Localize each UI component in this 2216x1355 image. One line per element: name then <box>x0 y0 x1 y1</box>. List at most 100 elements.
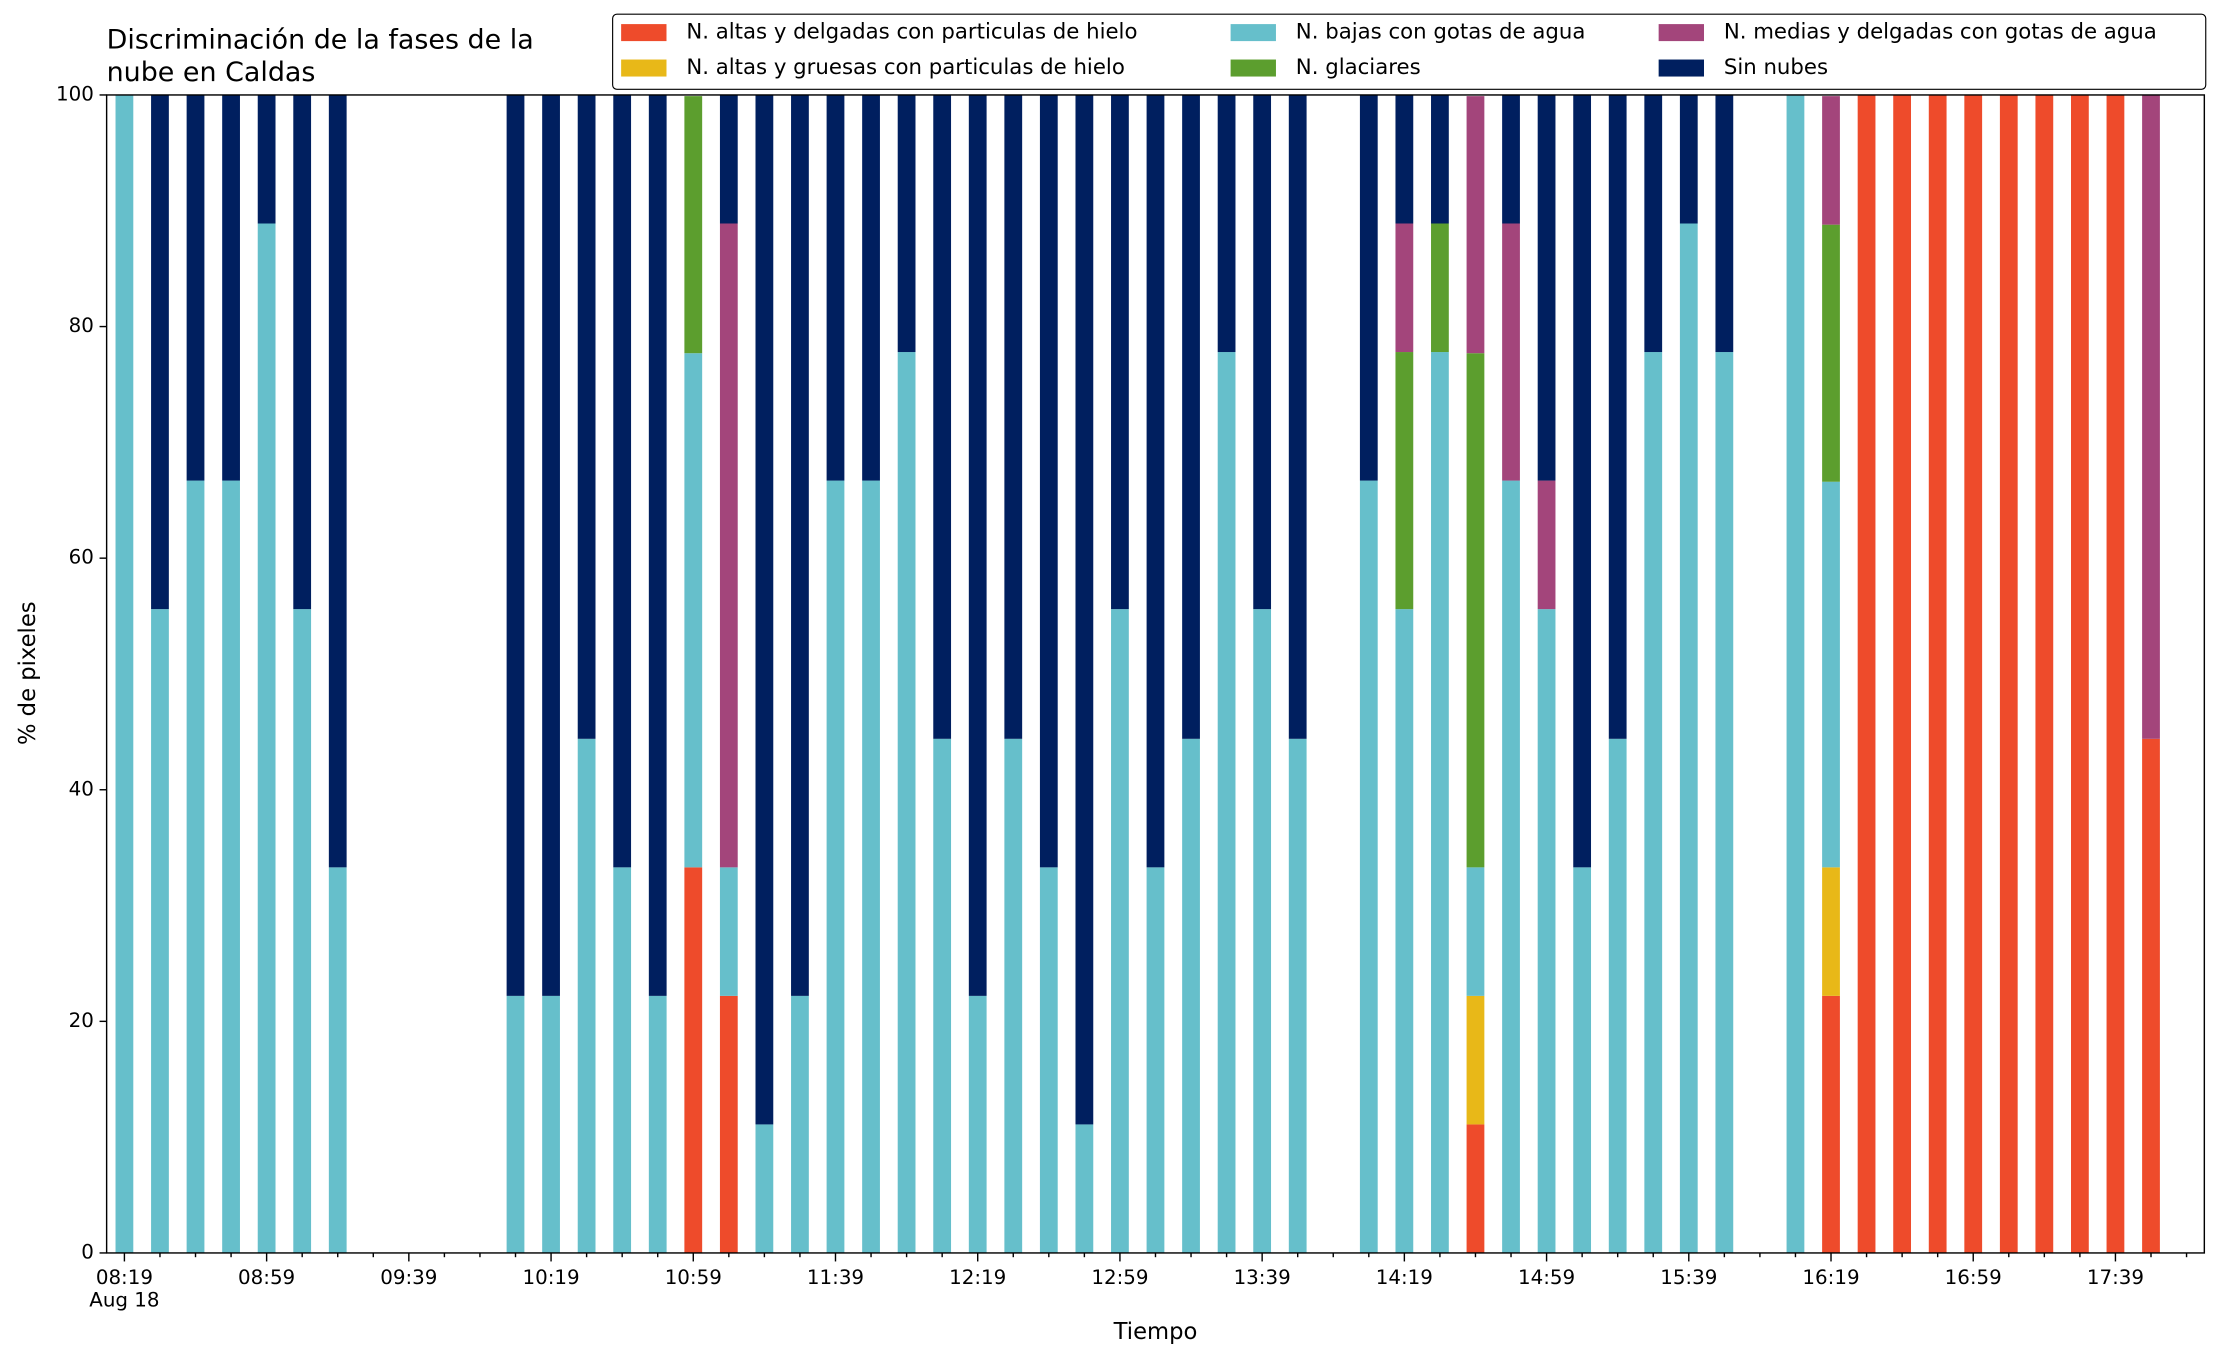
bar-segment <box>1502 223 1520 481</box>
bar-segment <box>1573 94 1592 868</box>
bar-segment <box>1217 352 1236 1253</box>
x-tick-label: 09:39 <box>380 1266 437 1289</box>
bar-segment <box>1111 94 1129 610</box>
bar-segment <box>1466 995 1485 1125</box>
bar-segment <box>719 94 738 224</box>
legend-label: N. altas y gruesas con particulas de hie… <box>686 55 1124 80</box>
bar-segment <box>719 223 738 868</box>
bar-segment <box>293 609 312 1253</box>
bar-segment <box>719 867 738 996</box>
bar-segment <box>1253 94 1272 610</box>
bar-segment <box>1537 94 1556 481</box>
x-tick-label: 10:59 <box>665 1266 722 1289</box>
bar-segment <box>933 738 952 1253</box>
bar-segment <box>897 352 916 1253</box>
bar-segment <box>542 995 560 1253</box>
bar-segment <box>968 995 987 1253</box>
bar-segment <box>222 94 240 481</box>
bar-segment <box>1715 94 1734 353</box>
bar-segment <box>2106 94 2125 1253</box>
bar-segment <box>1822 224 1840 482</box>
legend-label: N. altas y delgadas con particulas de hi… <box>686 20 1137 45</box>
y-tick-label: 0 <box>81 1240 94 1263</box>
bar-segment <box>115 94 134 1253</box>
bar-segment <box>542 94 560 996</box>
y-tick-label: 20 <box>69 1009 94 1032</box>
bar-segment <box>1004 94 1023 739</box>
bar-segment <box>897 94 916 353</box>
x-tick-label: 16:19 <box>1802 1266 1859 1289</box>
bar-segment <box>1288 94 1307 739</box>
bar-segment <box>1644 94 1663 353</box>
bar-segment <box>684 353 703 868</box>
bar-segment <box>1928 94 1947 1253</box>
bar-segment <box>826 94 845 481</box>
bar-segment <box>684 96 703 354</box>
bar-segment <box>1039 867 1058 1253</box>
bar-segment <box>968 94 987 996</box>
bar-segment <box>1359 94 1378 481</box>
x-tick-label: 17:39 <box>2087 1266 2144 1289</box>
legend-swatch <box>621 59 667 77</box>
legend-swatch <box>621 24 667 42</box>
y-tick-label: 100 <box>56 82 94 105</box>
bar-segment <box>1075 1124 1094 1253</box>
chart-title: nube en Caldas <box>107 57 316 88</box>
x-tick-label: 11:39 <box>807 1266 864 1289</box>
bar-segment <box>1466 96 1485 354</box>
bar-segment <box>1182 94 1200 739</box>
bar-segment <box>613 94 632 868</box>
bar-segment <box>1893 94 1912 1253</box>
bar-segment <box>1999 94 2018 1253</box>
bar-segment <box>1608 94 1627 739</box>
x-tick-label: 08:59 <box>238 1266 295 1289</box>
bar-segment <box>151 94 169 610</box>
bar-segment <box>1431 352 1449 1253</box>
bar-segment <box>257 223 276 1253</box>
bar-segment <box>186 94 205 481</box>
bar-segment <box>257 94 276 224</box>
bar-segment <box>577 94 596 739</box>
x-tick-label: 14:19 <box>1376 1266 1433 1289</box>
bar-segment <box>1146 867 1165 1253</box>
bar-segment <box>506 94 525 996</box>
bar-segment <box>648 94 667 996</box>
bar-segment <box>1964 94 1983 1253</box>
bar-segment <box>1039 94 1058 868</box>
x-axis-label: Tiempo <box>1113 1319 1198 1345</box>
bar-segment <box>1146 94 1165 868</box>
bar-segment <box>1857 94 1876 1253</box>
bar-segment <box>1786 94 1805 1253</box>
legend-label: N. medias y delgadas con gotas de agua <box>1724 20 2157 45</box>
bar-segment <box>2142 94 2160 739</box>
bar-segment <box>328 867 347 1253</box>
bar-segment <box>1679 94 1698 224</box>
bar-segment <box>1822 481 1840 868</box>
x-tick-label: 15:39 <box>1660 1266 1717 1289</box>
x-tick-label: 14:59 <box>1518 1266 1575 1289</box>
bar-segment <box>1822 96 1840 225</box>
bar-segment <box>648 995 667 1253</box>
bar-segment <box>1288 738 1307 1253</box>
x-tick-label: 08:19 <box>96 1266 153 1289</box>
legend-label: N. bajas con gotas de agua <box>1296 20 1586 45</box>
legend-swatch <box>1658 24 1705 42</box>
bar-segment <box>755 1124 774 1253</box>
bar-segment <box>222 480 240 1253</box>
x-tick-label: 10:19 <box>522 1266 579 1289</box>
bar-segment <box>2035 94 2054 1253</box>
bar-segment <box>1359 480 1378 1253</box>
bar-segment <box>1502 480 1520 1253</box>
y-axis-label: % de pixeles <box>15 601 41 745</box>
bar-segment <box>613 867 632 1253</box>
bar-segment <box>1466 1124 1485 1253</box>
bar-segment <box>933 94 952 739</box>
bar-segment <box>1253 609 1272 1253</box>
legend-label: N. glaciares <box>1296 55 1421 80</box>
bar-segment <box>186 480 205 1253</box>
legend-frame <box>612 13 2207 90</box>
bar-segment <box>1431 94 1449 224</box>
bar-segment <box>328 94 347 868</box>
bar-segment <box>862 480 880 1253</box>
